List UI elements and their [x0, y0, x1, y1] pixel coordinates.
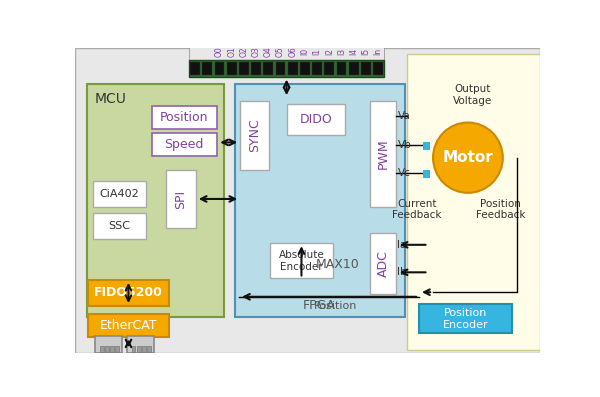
Bar	[407, 54, 540, 350]
Bar	[166, 170, 196, 228]
Text: FIDO5200: FIDO5200	[94, 287, 163, 299]
Text: FPGA: FPGA	[302, 299, 335, 312]
Bar	[263, 62, 273, 75]
Bar	[423, 143, 430, 150]
Text: Vb: Vb	[398, 141, 412, 150]
Bar	[239, 62, 249, 75]
Bar	[240, 101, 269, 170]
Bar	[288, 62, 298, 75]
Text: O1: O1	[227, 46, 236, 57]
Bar	[86, 84, 224, 317]
FancyBboxPatch shape	[127, 336, 154, 353]
Bar	[300, 62, 310, 75]
Ellipse shape	[433, 123, 503, 193]
Bar	[88, 280, 169, 306]
Bar	[349, 62, 359, 75]
Bar	[147, 346, 151, 352]
Bar	[137, 346, 140, 352]
Bar	[423, 170, 430, 177]
Text: I4: I4	[349, 48, 358, 55]
Text: DIDO: DIDO	[299, 113, 332, 126]
Text: EtherCAT: EtherCAT	[100, 318, 157, 331]
Text: I3: I3	[337, 48, 346, 55]
Bar	[227, 62, 236, 75]
Bar	[361, 62, 371, 75]
Text: SYNC: SYNC	[248, 119, 261, 152]
Bar	[92, 213, 146, 239]
Text: I2: I2	[325, 48, 334, 55]
Text: SSC: SSC	[109, 221, 130, 231]
Text: Ib: Ib	[397, 267, 407, 278]
Bar	[287, 104, 345, 135]
Bar	[215, 62, 224, 75]
Text: Position
Encoder: Position Encoder	[443, 308, 488, 330]
Bar	[105, 346, 109, 352]
Text: I1: I1	[313, 48, 322, 55]
Text: SPI: SPI	[174, 189, 187, 208]
Bar	[189, 60, 384, 77]
Bar	[115, 346, 119, 352]
Bar	[152, 133, 217, 156]
Bar	[152, 106, 217, 129]
Text: I0: I0	[301, 48, 310, 55]
Text: In: In	[374, 48, 383, 55]
Bar	[370, 101, 396, 206]
Text: Va: Va	[398, 112, 411, 121]
Bar	[275, 62, 286, 75]
Text: MAX10: MAX10	[316, 258, 359, 271]
Text: Current
Feedback: Current Feedback	[392, 199, 442, 220]
Text: O4: O4	[264, 46, 273, 57]
Bar	[419, 304, 512, 333]
Bar	[110, 346, 114, 352]
Text: Speed: Speed	[164, 138, 204, 151]
FancyBboxPatch shape	[95, 336, 122, 353]
Bar	[189, 46, 384, 60]
Text: PWM: PWM	[377, 139, 389, 169]
Bar	[190, 62, 200, 75]
Bar	[337, 62, 346, 75]
Bar	[373, 62, 383, 75]
Text: Position: Position	[314, 301, 357, 311]
Text: Vc: Vc	[398, 168, 411, 178]
Bar	[92, 181, 146, 206]
Text: MCU: MCU	[95, 92, 127, 106]
Bar	[202, 62, 212, 75]
Bar	[370, 233, 396, 294]
Bar	[312, 62, 322, 75]
Bar	[100, 346, 104, 352]
Bar	[88, 314, 169, 337]
Text: O5: O5	[276, 46, 285, 57]
Text: Output
Voltage: Output Voltage	[453, 84, 492, 106]
Bar	[270, 243, 333, 278]
Bar	[235, 84, 405, 317]
Text: Position
Feedback: Position Feedback	[476, 199, 525, 220]
Text: CiA402: CiA402	[100, 189, 139, 198]
Bar	[142, 346, 146, 352]
Text: Absolute
Encoder: Absolute Encoder	[279, 250, 325, 272]
Text: O0: O0	[215, 46, 224, 57]
Text: Ia: Ia	[397, 240, 407, 250]
Text: I5: I5	[361, 48, 370, 55]
Text: Position: Position	[160, 111, 209, 124]
Text: ADC: ADC	[377, 250, 389, 277]
Text: Motor: Motor	[443, 150, 493, 165]
Bar	[325, 62, 334, 75]
Bar	[132, 346, 136, 352]
Bar	[251, 62, 261, 75]
Text: O2: O2	[239, 46, 248, 57]
Text: O6: O6	[288, 46, 297, 57]
Text: O3: O3	[251, 46, 260, 57]
